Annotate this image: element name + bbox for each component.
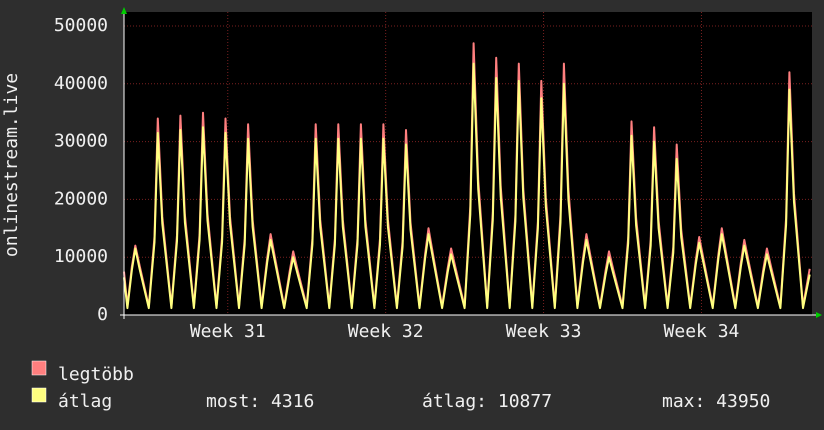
legend-swatch [31, 387, 47, 403]
y-tick-label: 0 [97, 304, 108, 325]
stat: max: 43950 [662, 391, 770, 412]
y-tick-label: 20000 [54, 188, 108, 209]
y-axis-label: onlinestream.live [1, 73, 22, 257]
x-tick-label: Week 31 [190, 321, 266, 342]
y-tick-label: 30000 [54, 131, 108, 152]
x-tick-label: Week 32 [348, 321, 424, 342]
y-tick-label: 10000 [54, 246, 108, 267]
legend-label: átlag [58, 391, 112, 412]
x-tick-label: Week 34 [664, 321, 740, 342]
y-tick-label: 50000 [54, 15, 108, 36]
x-arrow [816, 312, 822, 318]
x-tick-label: Week 33 [506, 321, 582, 342]
stat: most: 4316 [206, 391, 314, 412]
y-arrow [121, 7, 127, 14]
series-line [123, 62, 811, 310]
legend-label: legtöbb [58, 364, 134, 385]
stat: átlag: 10877 [422, 391, 552, 412]
legend-swatch [31, 360, 47, 376]
y-tick-label: 40000 [54, 73, 108, 94]
